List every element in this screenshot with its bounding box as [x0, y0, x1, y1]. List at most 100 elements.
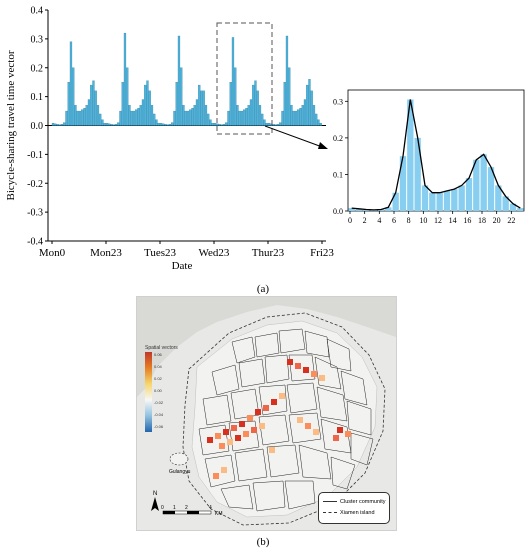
- bar: [162, 123, 165, 126]
- inset-x-tick-label: 2: [363, 216, 367, 225]
- scale-unit: KM: [215, 511, 223, 517]
- inset-bar: [377, 209, 385, 211]
- inset-y-tick-label: 0.1: [333, 170, 343, 179]
- y-tick-label: 0.0: [31, 121, 44, 132]
- mainland-shape: [137, 297, 396, 397]
- legend-cluster: Cluster community: [323, 499, 386, 505]
- bar: [105, 123, 109, 126]
- y-tick-label: -0.4: [27, 237, 43, 248]
- bar: [193, 105, 196, 126]
- x-tick-label: Mon23: [90, 247, 122, 259]
- bar: [146, 80, 149, 126]
- inset-bar: [517, 208, 524, 211]
- bar: [254, 80, 257, 126]
- bar: [130, 110, 133, 126]
- inset-x-tick-label: 16: [463, 216, 471, 225]
- legend-cluster-label: Cluster community: [340, 499, 386, 505]
- bar: [297, 109, 300, 126]
- bar: [281, 110, 284, 126]
- cluster-polygons: [198, 328, 374, 512]
- inset-bar: [502, 196, 509, 211]
- bar: [261, 113, 264, 126]
- bar: [249, 99, 253, 126]
- inset-x-tick-label: 6: [392, 216, 396, 225]
- inset-x-tick-label: 0: [348, 216, 352, 225]
- bar: [209, 119, 212, 126]
- inset-x-tick-label: 20: [493, 216, 501, 225]
- bar: [220, 124, 223, 126]
- x-tick-label: Mon0: [39, 247, 66, 259]
- bar: [265, 123, 268, 126]
- bar: [198, 84, 201, 126]
- north-arrow-icon: [151, 497, 159, 511]
- bar: [63, 122, 66, 126]
- bar: [312, 105, 316, 126]
- y-axis-label: Bicycle-sharing travel time vector: [5, 50, 17, 200]
- bar: [76, 110, 79, 126]
- bar: [56, 124, 59, 126]
- gulangyu-label: Gulangyu: [169, 469, 191, 475]
- bar: [274, 124, 277, 126]
- bar: [225, 122, 228, 126]
- bar: [112, 124, 115, 126]
- bar: [121, 82, 124, 126]
- bar: [72, 67, 75, 126]
- zoom-arrowhead: [318, 142, 328, 149]
- bar: [276, 124, 280, 126]
- inset-bar: [458, 185, 465, 211]
- inset-bar: [399, 156, 407, 211]
- y-tick-label: -0.2: [27, 179, 43, 190]
- bar: [114, 124, 118, 126]
- colorbar: [145, 352, 152, 432]
- bar: [310, 90, 313, 126]
- bar: [123, 32, 127, 126]
- bar: [222, 124, 226, 126]
- bar: [299, 108, 302, 126]
- bar: [229, 82, 232, 126]
- inset-x-tick-label: 4: [377, 216, 381, 225]
- bar: [191, 108, 194, 126]
- bar: [94, 90, 97, 126]
- bar: [166, 124, 169, 126]
- bar: [78, 110, 82, 126]
- bar: [195, 99, 199, 126]
- inset-bar: [451, 189, 458, 211]
- bar: [74, 105, 77, 126]
- inset-x-tick-label: 12: [434, 216, 442, 225]
- bar: [92, 80, 95, 126]
- map-drawing: N 0 1 2 4 KM Gulangyu: [137, 297, 396, 526]
- bar: [213, 123, 217, 126]
- bar: [240, 110, 244, 126]
- bar: [263, 119, 266, 126]
- colorbar-title: Spatial vectors: [145, 345, 178, 351]
- y-tick-label: 0.3: [31, 34, 44, 45]
- bar: [159, 123, 163, 126]
- bar: [272, 124, 275, 126]
- bar: [168, 124, 172, 126]
- bar: [189, 109, 192, 126]
- bar: [148, 90, 151, 126]
- bar: [128, 105, 131, 126]
- inset-bar: [487, 167, 495, 211]
- bar: [279, 122, 282, 126]
- bar: [164, 124, 167, 126]
- bar: [60, 124, 64, 126]
- inset-chart: 0.3 0.2 0.1 0.0 0 2 4 6 8 10 12 14 16 18 20 22: [333, 89, 525, 225]
- bar: [139, 105, 142, 126]
- inset-x-tick-label: 8: [407, 216, 411, 225]
- bar: [301, 105, 304, 126]
- inset-bar: [355, 208, 363, 211]
- bar: [231, 37, 235, 126]
- inset-y-tick-label: 0.2: [333, 134, 343, 143]
- bar: [101, 119, 104, 126]
- bar: [150, 105, 154, 126]
- bar: [227, 110, 230, 126]
- gulangyu-island: [169, 452, 189, 466]
- colorbar-tick: -0.04: [154, 412, 164, 417]
- bar: [186, 110, 190, 126]
- bar: [308, 79, 311, 126]
- inset-bar: [421, 185, 429, 211]
- y-tick-label: -0.1: [27, 150, 43, 161]
- bar: [283, 82, 286, 126]
